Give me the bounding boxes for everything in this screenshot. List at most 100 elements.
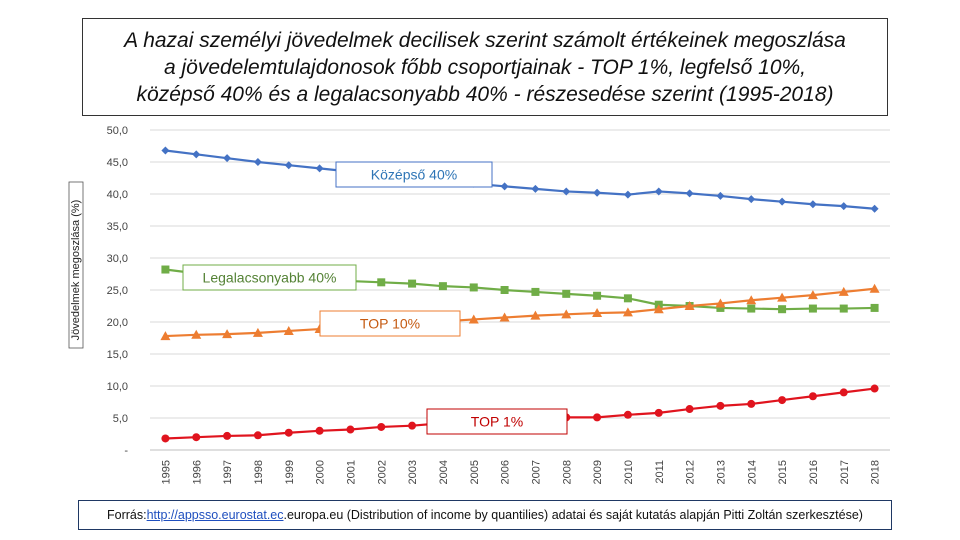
data-point [623,410,632,419]
series-label-frame [182,264,357,291]
series-line-group [161,146,879,213]
data-point [315,164,324,173]
data-point [808,200,817,209]
data-point [160,331,171,341]
y-tick-label: 15,0 [107,349,128,361]
source-suffix: .europa.eu (Distribution of income by qu… [283,508,863,522]
data-point [592,308,603,318]
data-point [746,295,757,305]
data-point [562,289,571,298]
data-point [284,161,293,170]
series-label: TOP 10% [360,316,420,332]
data-point [869,283,880,293]
data-point [252,327,263,337]
x-axis-ticks: 1995 1996 1997 1998 1999 2000 2001 2002 2003 2004… [160,460,881,484]
series-line [165,287,875,338]
data-point [593,291,602,300]
data-point [778,396,787,405]
series-label-box: TOP 10% [319,310,461,337]
series-label-frame [426,408,568,435]
data-point [593,188,602,197]
data-point [623,294,632,303]
data-point [222,329,233,339]
x-tick-label: 2011 [654,460,666,484]
data-point [253,158,262,166]
y-tick-label: 10,0 [107,381,128,393]
x-tick-label: 1997 [222,460,234,484]
series-label-box: Legalacsonyabb 40% [182,264,357,291]
data-point [653,304,664,314]
data-point [377,422,386,431]
data-point [808,392,817,401]
series-line [165,149,875,210]
y-tick-label: 45,0 [107,157,128,169]
x-tick-label: 2005 [469,460,481,484]
data-point [593,413,602,422]
x-tick-label: 2003 [407,460,419,484]
data-point [192,150,201,159]
data-point [807,290,818,300]
title-line-2: a jövedelemtulajdonosok főbb csoportjain… [163,55,807,79]
x-tick-label: 2018 [870,460,882,484]
series-label: Legalacsonyabb 40% [203,270,337,286]
x-tick-label: 1996 [191,460,203,484]
series-label-frame [319,310,461,337]
x-tick-label: 1998 [253,460,265,484]
series-label-frame [335,161,493,188]
data-point [716,401,725,410]
y-tick-label: - [124,445,128,457]
x-tick-label: 2012 [685,460,697,484]
data-point [284,428,293,437]
data-point [191,329,202,339]
data-point [838,286,849,296]
y-tick-label: 35,0 [107,221,128,233]
x-tick-label: 2004 [438,460,450,484]
y-axis-ticks: - 5,0 10,0 15,0 20,0 25,0 30,0 35,0 40,0 45,0 50,0 [107,125,129,457]
title-line-1: A hazai személyi jövedelmek decilisek sz… [124,28,846,52]
y-tick-label: 5,0 [113,413,128,425]
source-link[interactable]: http://appsso.eurostat.ec [146,508,284,522]
data-point [253,431,262,440]
x-tick-label: 2016 [808,460,820,484]
data-point [870,384,879,393]
data-point [161,265,170,274]
data-point [499,312,510,322]
data-point [468,314,479,324]
y-tick-label: 40,0 [107,189,128,201]
x-tick-label: 2015 [777,460,789,484]
x-tick-label: 2006 [500,460,512,484]
data-point [685,405,694,414]
data-point [747,304,756,313]
data-point [623,190,632,199]
data-point [161,434,170,443]
data-point [839,388,848,397]
series-labels: Középső 40% Legalacsonyabb 40% TOP 10% TOP … [182,161,568,435]
x-tick-label: 2002 [376,460,388,484]
data-point [777,292,788,302]
data-point [654,408,663,417]
title-line-3: középső 40% és a legalacsonyabb 40% - ré… [136,82,834,106]
data-point [715,298,726,308]
series-label: TOP 1% [471,414,523,430]
data-point [870,303,879,312]
source-prefix: Forrás: [107,508,147,522]
data-point [684,301,695,310]
data-point [778,197,787,206]
data-point [808,304,817,313]
data-point [377,278,386,287]
data-point [161,146,170,155]
chart-title: A hazai személyi jövedelmek decilisek sz… [82,18,888,116]
data-point [747,399,756,408]
series-group [160,146,880,443]
y-tick-label: 30,0 [107,253,128,265]
data-point [469,283,478,292]
data-point [223,154,232,163]
data-point [747,195,756,204]
data-point [438,282,447,291]
data-point [622,307,633,317]
data-point [870,204,879,213]
y-tick-label: 20,0 [107,317,128,329]
data-point [346,425,355,434]
gridlines [150,129,890,451]
series-label-box: TOP 1% [426,408,568,435]
